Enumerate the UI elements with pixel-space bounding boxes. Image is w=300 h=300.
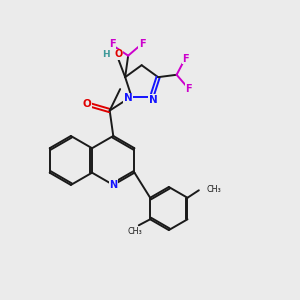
Text: F: F <box>109 39 115 49</box>
Text: F: F <box>139 39 146 49</box>
Text: F: F <box>185 84 192 94</box>
Text: H: H <box>103 50 110 59</box>
Text: F: F <box>182 54 189 64</box>
Text: O: O <box>115 50 123 59</box>
Text: N: N <box>110 180 118 190</box>
Text: N: N <box>124 93 132 103</box>
Text: CH₃: CH₃ <box>206 185 221 194</box>
Text: O: O <box>82 99 91 109</box>
Text: CH₃: CH₃ <box>128 227 142 236</box>
Text: N: N <box>149 94 158 104</box>
